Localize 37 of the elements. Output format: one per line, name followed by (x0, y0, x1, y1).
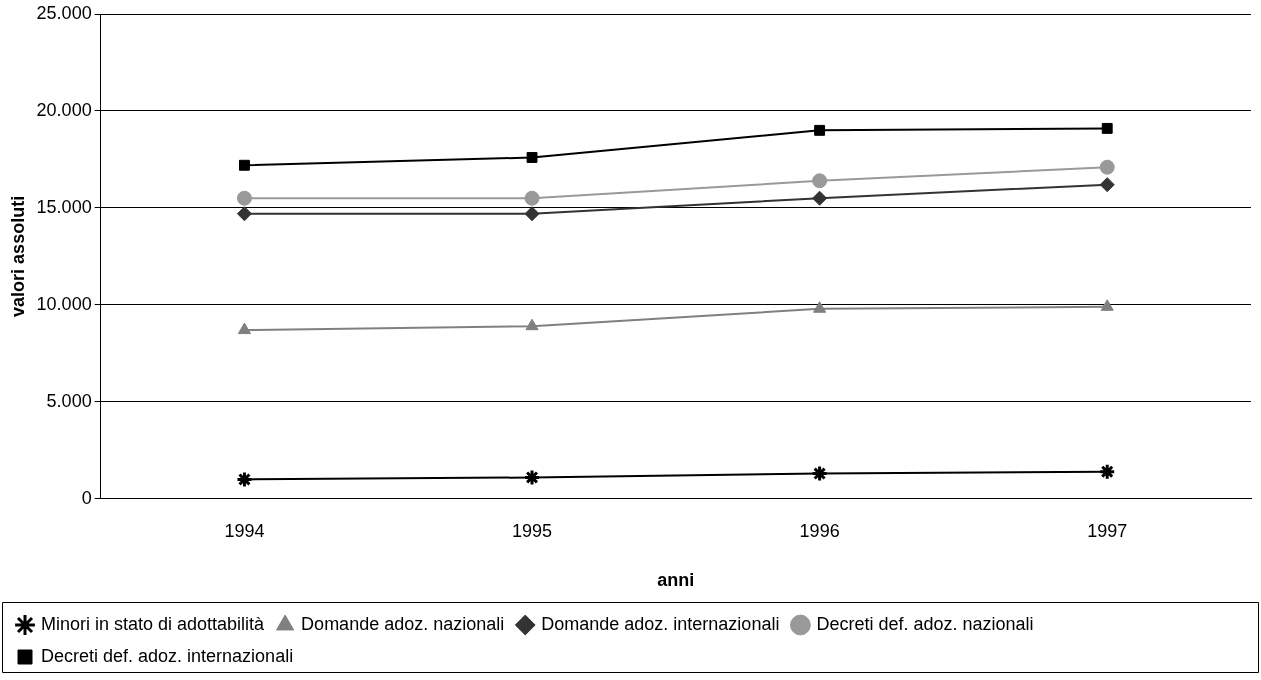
point (1099, 177, 1115, 193)
point (239, 159, 250, 171)
x-tick-label: 1996 (799, 520, 840, 541)
y-tick-label: 20.000 (36, 99, 92, 120)
legend-label: Minori in stato di adottabilità (41, 613, 266, 634)
legend-label: Domande adoz. nazionali (301, 613, 505, 634)
point (1100, 299, 1114, 311)
point (523, 468, 541, 486)
x-axis-title: anni (657, 570, 695, 591)
y-tick-label: 0 (81, 487, 92, 508)
point (524, 190, 540, 206)
point (237, 322, 252, 335)
point (814, 124, 826, 136)
y-tick-label: 10.000 (36, 293, 92, 314)
point (1098, 463, 1116, 481)
point (526, 152, 538, 163)
x-tick-label: 1995 (512, 520, 553, 541)
legend-label: Decreti def. adoz. nazionali (816, 613, 1034, 634)
point (524, 206, 540, 222)
point (811, 465, 829, 483)
point (525, 318, 539, 331)
y-axis-title: valori assoluti (7, 195, 28, 317)
point (813, 301, 827, 313)
point (1099, 159, 1115, 175)
y-tick-label: 15.000 (36, 196, 92, 217)
point (812, 190, 828, 206)
legend-label: Decreti def. adoz. internazionali (41, 645, 294, 666)
point (235, 470, 253, 488)
x-tick-label: 1997 (1087, 520, 1128, 541)
point (812, 173, 828, 189)
y-tick-label: 25.000 (36, 2, 92, 23)
x-tick-label: 1994 (224, 520, 265, 541)
point (1101, 122, 1113, 134)
legend-label: Domande adoz. internazionali (541, 613, 780, 634)
point (236, 206, 252, 222)
point (236, 190, 252, 206)
y-tick-label: 5.000 (46, 390, 92, 411)
